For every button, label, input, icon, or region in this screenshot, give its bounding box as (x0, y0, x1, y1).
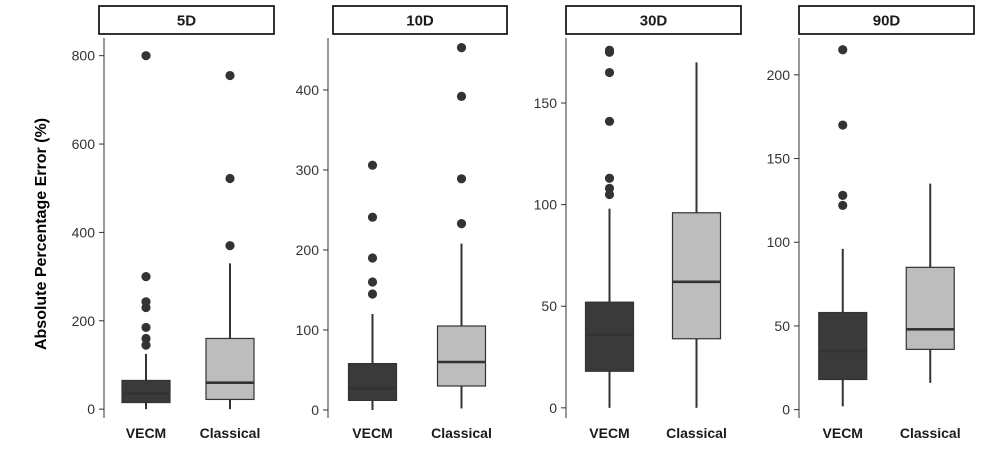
y-tick-label: 50 (774, 318, 790, 334)
outlier-point (604, 183, 615, 193)
iqr-box (584, 301, 635, 372)
panel-10d: 10D 0 100 200 300 400 VECM Classical (296, 5, 508, 441)
outlier-point (838, 45, 848, 55)
box-vecm (584, 45, 635, 408)
panel-5d: 5D 0 200 400 600 800 VECM Classical (72, 5, 275, 441)
iqr-box (347, 363, 398, 402)
y-axis-title: Absolute Percentage Error (%) (33, 118, 50, 350)
box-vecm (121, 51, 171, 410)
box-vecm (347, 160, 398, 410)
outlier-point (141, 272, 151, 282)
y-tick-label: 300 (296, 162, 320, 178)
outlier-point (367, 277, 378, 287)
panel-title: 90D (873, 13, 901, 30)
box-classical (905, 183, 955, 383)
outlier-point (604, 67, 615, 78)
outlier-point (225, 173, 235, 184)
outlier-point (141, 333, 151, 344)
outlier-point (141, 51, 151, 61)
panel-strip (565, 5, 742, 35)
outlier-point (367, 212, 378, 222)
y-tick-label: 100 (767, 234, 791, 250)
y-tick-label: 200 (767, 67, 791, 83)
y-tick-label: 100 (534, 197, 558, 213)
x-category-label: VECM (352, 425, 392, 441)
x-category-label: VECM (126, 425, 166, 441)
x-category-label: Classical (431, 425, 492, 441)
panel-strip (798, 5, 975, 35)
panel-90d: 90D 0 50 100 150 200 VECM Classical (767, 5, 975, 441)
y-tick-label: 100 (296, 322, 320, 338)
outlier-point (456, 219, 467, 229)
outlier-point (604, 45, 615, 55)
x-category-label: Classical (200, 425, 261, 441)
outlier-point (141, 297, 151, 307)
iqr-box (905, 266, 955, 350)
outlier-point (604, 116, 615, 126)
y-tick-label: 200 (296, 242, 320, 258)
y-tick-label: 150 (767, 151, 791, 167)
outlier-point (141, 322, 151, 333)
outlier-point (604, 173, 615, 183)
y-tick-label: 400 (72, 224, 96, 240)
panel-strip (98, 5, 275, 35)
x-category-label: Classical (900, 425, 961, 441)
y-tick-label: 400 (296, 82, 320, 98)
panels: 5D 0 200 400 600 800 VECM Classical 10D 0 100 200 30… (72, 5, 975, 441)
y-tick-label: 200 (72, 313, 96, 329)
panel-30d: 30D 0 50 100 150 VECM Classical (534, 5, 742, 441)
y-tick-label: 0 (87, 401, 95, 417)
outlier-point (225, 241, 235, 251)
box-classical (205, 70, 255, 410)
outlier-point (367, 253, 378, 263)
box-classical (436, 43, 487, 409)
x-category-label: VECM (823, 425, 863, 441)
y-tick-label: 0 (311, 402, 319, 418)
panel-title: 30D (640, 13, 668, 30)
box-vecm (818, 45, 868, 407)
y-tick-label: 50 (541, 298, 557, 314)
y-tick-label: 150 (534, 95, 558, 111)
outlier-point (838, 190, 848, 200)
outlier-point (456, 91, 467, 101)
y-tick-label: 0 (782, 402, 790, 418)
outlier-point (456, 43, 467, 53)
outlier-point (456, 174, 467, 184)
iqr-box (436, 325, 487, 387)
x-category-label: Classical (666, 425, 727, 441)
iqr-box (121, 379, 171, 404)
outlier-point (225, 70, 235, 81)
panel-title: 10D (406, 13, 434, 30)
box-classical (671, 62, 722, 408)
panel-title: 5D (177, 13, 196, 30)
iqr-box (818, 311, 868, 381)
outlier-point (838, 120, 848, 130)
y-tick-label: 600 (72, 136, 96, 152)
y-tick-label: 0 (549, 400, 557, 416)
panel-strip (332, 5, 508, 35)
outlier-point (141, 340, 151, 350)
y-tick-label: 800 (72, 48, 96, 64)
outlier-point (367, 289, 378, 299)
iqr-box (205, 337, 255, 401)
x-category-label: VECM (589, 425, 629, 441)
outlier-point (838, 200, 848, 211)
iqr-box (671, 212, 722, 340)
outlier-point (367, 160, 378, 170)
